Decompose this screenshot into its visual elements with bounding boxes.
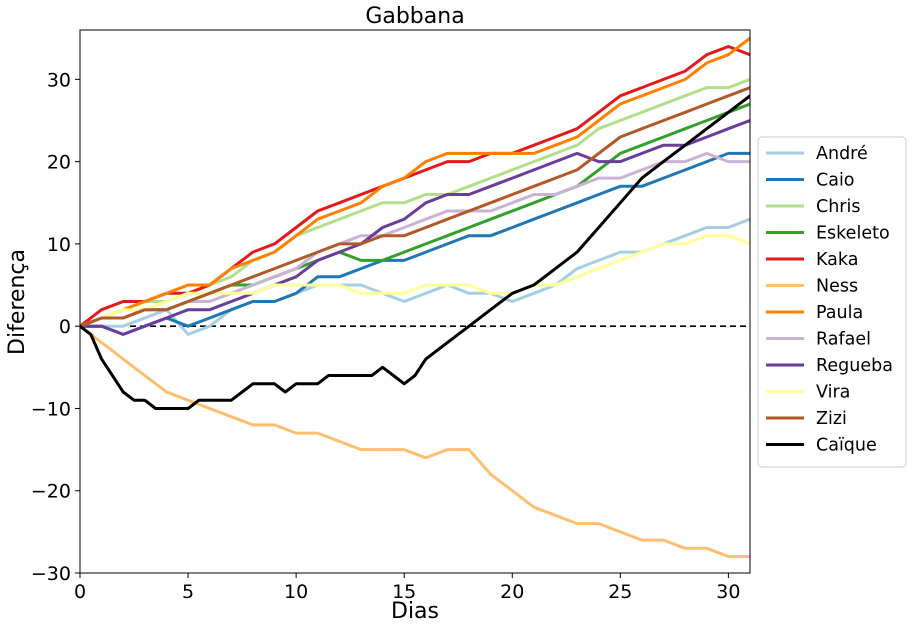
legend-entry-label: Rafael <box>816 330 871 350</box>
x-tick-label: 15 <box>392 581 416 603</box>
legend-entry-label: Zizi <box>816 409 847 429</box>
legend-entry-label: Ness <box>816 277 858 297</box>
y-tick-label: 30 <box>47 69 71 91</box>
series-line-2 <box>80 151 750 336</box>
x-axis-label: Dias <box>391 599 439 624</box>
x-tick-label: 20 <box>500 581 524 603</box>
x-tick-label: 5 <box>182 581 194 603</box>
y-tick-label: −30 <box>31 563 71 585</box>
series-line-6 <box>80 324 750 558</box>
y-tick-label: 20 <box>47 152 71 174</box>
series-line-8 <box>80 151 750 328</box>
legend-entry-label: Vira <box>816 383 850 403</box>
x-tick-label: 25 <box>608 581 632 603</box>
legend-entry-label: Chris <box>816 197 861 217</box>
series-line-7 <box>80 36 750 328</box>
series-line-9 <box>80 119 750 336</box>
legend-entry-label: Regueba <box>816 356 893 376</box>
y-tick-label: 0 <box>59 316 71 338</box>
plot-area: 0 5 10 15 20 25 30 −30 −20 −10 0 10 20 30 <box>31 29 751 603</box>
series-line-10 <box>80 234 750 328</box>
series-line-12 <box>80 94 750 410</box>
legend-entry-label: André <box>816 144 868 164</box>
legend-box <box>757 136 907 468</box>
legend-entry-label: Caïque <box>816 436 877 456</box>
legend-entry-label: Paula <box>816 303 863 323</box>
chart-title: Gabbana <box>365 4 464 29</box>
legend: André Caio Chris Eskeleto Kaka Ness Paula Rafae… <box>757 136 907 468</box>
x-tick-label: 0 <box>74 581 86 603</box>
series-line-11 <box>80 86 750 328</box>
plot-frame <box>79 29 751 574</box>
series-lines <box>80 36 750 558</box>
legend-entry-label: Kaka <box>816 250 858 270</box>
y-tick-label: −10 <box>31 398 71 420</box>
y-tick-label: 10 <box>47 234 71 256</box>
series-line-5 <box>80 45 750 328</box>
x-tick-label: 30 <box>716 581 740 603</box>
y-tick-label: −20 <box>31 481 71 503</box>
x-tick-label: 10 <box>284 581 308 603</box>
series-line-1 <box>80 217 750 336</box>
legend-entry-label: Caio <box>816 171 855 191</box>
y-axis-label: Diferença <box>5 249 30 355</box>
legend-entry-label: Eskeleto <box>816 224 890 244</box>
